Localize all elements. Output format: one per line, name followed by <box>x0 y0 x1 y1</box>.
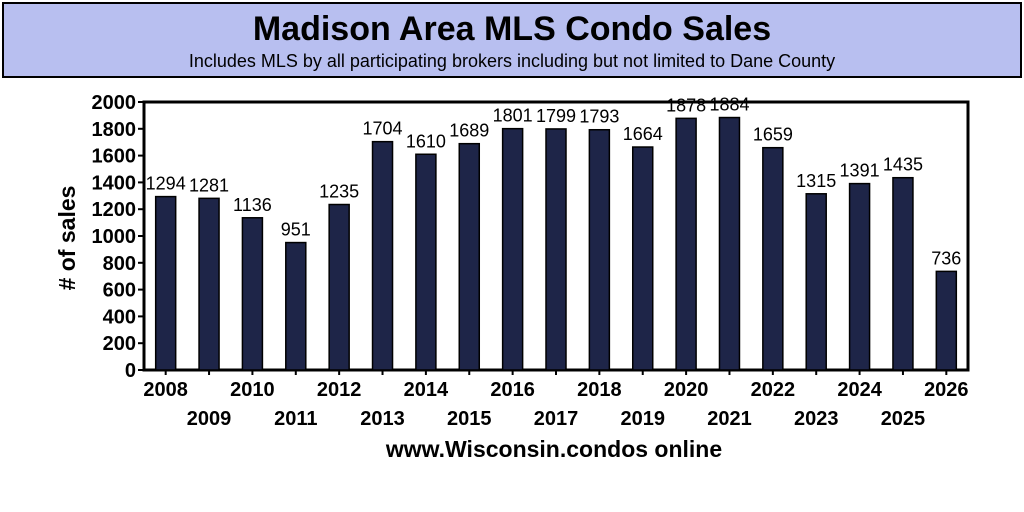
bar <box>285 241 307 371</box>
bar <box>718 116 741 371</box>
data-label: 1315 <box>796 171 836 191</box>
x-tick-label: 2021 <box>707 408 752 430</box>
chart-subtitle: Includes MLS by all participating broker… <box>188 51 836 71</box>
x-tick-label: 2013 <box>360 408 405 430</box>
bar <box>198 197 220 371</box>
bar <box>631 146 654 371</box>
data-label: 1659 <box>753 125 793 145</box>
data-label: 736 <box>931 248 961 268</box>
x-axis-label: www.Wisconsin.condos online <box>385 436 722 462</box>
bar <box>545 128 567 371</box>
x-tick-label: 2012 <box>317 379 362 401</box>
data-label: 1294 <box>146 174 186 194</box>
data-label: 1878 <box>666 95 706 115</box>
x-tick-label: 2024 <box>837 379 882 401</box>
x-tick-label: 2009 <box>187 408 232 430</box>
x-tick-label: 2014 <box>404 379 449 401</box>
x-tick-label: 2023 <box>794 408 839 430</box>
x-tick-label: 2019 <box>620 408 665 430</box>
data-label: 1391 <box>840 161 880 181</box>
y-tick-label: 400 <box>103 306 136 328</box>
bar <box>892 176 914 371</box>
x-tick-label: 2010 <box>230 379 275 401</box>
bar <box>328 203 350 371</box>
chart-title: Madison Area MLS Condo Sales <box>252 10 772 48</box>
bar <box>805 193 827 371</box>
x-tick-label: 2008 <box>143 379 188 401</box>
data-label: 1235 <box>319 182 359 202</box>
bar <box>762 146 784 371</box>
data-label: 1704 <box>363 119 403 139</box>
data-label: 1884 <box>709 95 749 115</box>
data-label: 1799 <box>536 106 576 126</box>
y-tick-label: 1000 <box>92 226 137 248</box>
data-label: 1435 <box>883 155 923 175</box>
x-tick-label: 2011 <box>274 408 317 430</box>
data-label: 1610 <box>406 131 446 151</box>
x-tick-label: 2018 <box>577 379 622 401</box>
x-tick-label: 2015 <box>447 408 492 430</box>
x-tick-label: 2016 <box>490 379 535 401</box>
bar <box>501 127 524 371</box>
x-tick-label: 2020 <box>664 379 709 401</box>
bar <box>371 140 394 371</box>
bar <box>848 182 871 371</box>
data-label: 1136 <box>233 195 272 215</box>
y-tick-label: 600 <box>103 280 136 302</box>
bar <box>935 270 958 371</box>
bar <box>154 195 177 371</box>
y-tick-label: 800 <box>103 253 136 275</box>
bar <box>458 142 481 371</box>
x-tick-label: 2025 <box>881 408 926 430</box>
y-tick-label: 0 <box>125 360 136 382</box>
x-tick-label: 2022 <box>751 379 796 401</box>
data-label: 1801 <box>493 106 533 126</box>
data-label: 1281 <box>189 175 229 195</box>
data-label: 951 <box>281 220 311 240</box>
y-axis-label: # of sales <box>54 186 80 291</box>
data-label: 1793 <box>579 107 619 127</box>
y-tick-label: 1400 <box>92 172 137 194</box>
y-tick-label: 1200 <box>92 199 137 221</box>
data-label: 1664 <box>623 124 663 144</box>
title-banner: Madison Area MLS Condo Sales Includes ML… <box>2 2 1022 78</box>
bar <box>241 217 264 371</box>
y-tick-label: 1600 <box>92 146 137 168</box>
y-tick-label: 2000 <box>92 92 137 114</box>
x-tick-label: 2026 <box>924 379 969 401</box>
bar <box>415 153 437 371</box>
bar <box>675 117 697 371</box>
data-label: 1689 <box>449 121 489 141</box>
x-tick-label: 2017 <box>534 408 579 430</box>
y-tick-label: 1800 <box>92 119 137 141</box>
y-tick-label: 200 <box>103 333 136 355</box>
bar <box>588 128 611 371</box>
